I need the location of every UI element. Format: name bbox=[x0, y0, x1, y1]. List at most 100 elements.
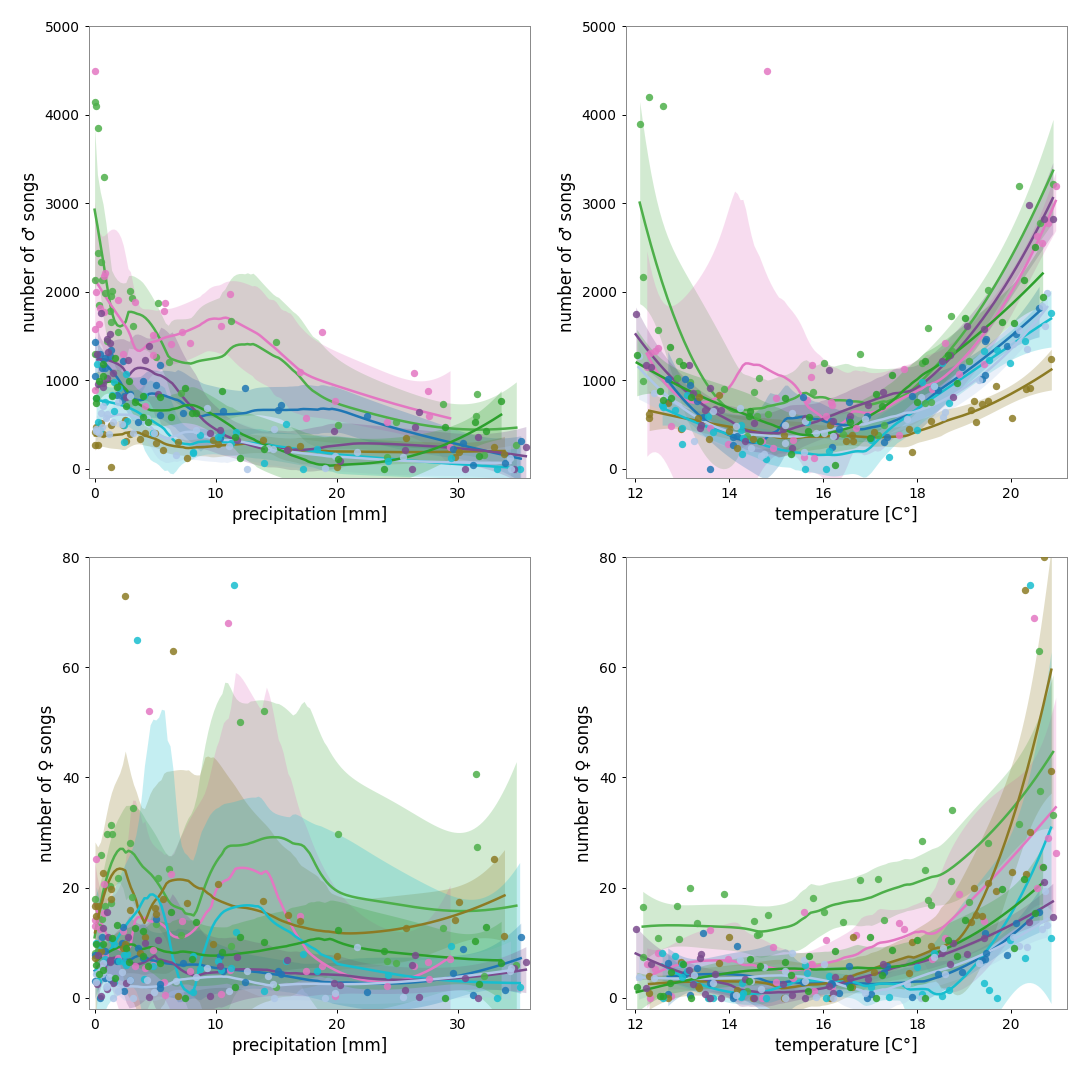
X-axis label: temperature [C°]: temperature [C°] bbox=[775, 1037, 917, 1056]
Point bbox=[86, 949, 103, 966]
Point bbox=[799, 963, 816, 980]
Point bbox=[99, 343, 116, 360]
Point bbox=[670, 931, 688, 948]
Point bbox=[198, 399, 215, 416]
Point bbox=[1028, 228, 1046, 245]
Point bbox=[825, 412, 842, 429]
Point bbox=[876, 416, 893, 434]
Point bbox=[132, 945, 149, 962]
Point bbox=[659, 989, 677, 1006]
Point bbox=[99, 331, 116, 349]
Point bbox=[110, 379, 127, 396]
Point bbox=[998, 337, 1015, 354]
Point bbox=[115, 982, 133, 1000]
Point bbox=[638, 955, 655, 973]
Point bbox=[517, 953, 534, 971]
Point bbox=[630, 968, 647, 986]
Point bbox=[120, 351, 137, 368]
Point bbox=[475, 967, 493, 985]
Point bbox=[843, 978, 861, 995]
Point bbox=[634, 269, 652, 286]
Point bbox=[205, 431, 222, 449]
Point bbox=[256, 703, 273, 720]
Point bbox=[799, 964, 816, 981]
Point bbox=[662, 974, 679, 991]
Point bbox=[689, 960, 706, 977]
Point bbox=[98, 980, 115, 997]
Point bbox=[485, 439, 503, 456]
Point bbox=[1021, 914, 1038, 931]
Point bbox=[862, 429, 879, 447]
Point bbox=[226, 428, 244, 445]
Point bbox=[419, 383, 436, 400]
Point bbox=[140, 337, 158, 354]
Point bbox=[641, 344, 658, 362]
Point bbox=[164, 642, 182, 660]
Point bbox=[86, 424, 103, 441]
Point bbox=[977, 332, 994, 350]
Point bbox=[908, 959, 926, 976]
Point bbox=[1034, 235, 1051, 252]
Point bbox=[922, 937, 939, 954]
Point bbox=[768, 974, 786, 991]
Point bbox=[102, 890, 120, 907]
Point bbox=[916, 395, 934, 412]
Point bbox=[292, 907, 309, 924]
Point bbox=[651, 382, 668, 399]
Point bbox=[1001, 354, 1018, 371]
Point bbox=[784, 969, 802, 987]
Point bbox=[974, 908, 991, 925]
Point bbox=[1011, 178, 1028, 195]
Point bbox=[1042, 762, 1060, 779]
Point bbox=[185, 948, 202, 965]
Point bbox=[264, 975, 282, 992]
Point bbox=[940, 981, 957, 999]
Point bbox=[916, 862, 934, 879]
Point bbox=[201, 424, 219, 441]
Point bbox=[140, 703, 158, 720]
Point bbox=[91, 345, 109, 363]
Point bbox=[682, 989, 700, 1006]
Point bbox=[121, 902, 138, 919]
Point bbox=[149, 295, 166, 312]
Point bbox=[841, 413, 858, 430]
X-axis label: precipitation [mm]: precipitation [mm] bbox=[232, 1037, 387, 1056]
Y-axis label: number of ♂ songs: number of ♂ songs bbox=[21, 172, 39, 332]
Point bbox=[89, 947, 107, 964]
Point bbox=[742, 973, 759, 990]
Point bbox=[139, 958, 157, 975]
Point bbox=[944, 388, 962, 406]
Point bbox=[800, 423, 817, 440]
Point bbox=[118, 975, 135, 992]
Point bbox=[238, 461, 256, 478]
Point bbox=[757, 989, 775, 1006]
Point bbox=[777, 435, 794, 452]
Point bbox=[704, 989, 721, 1006]
Point bbox=[149, 869, 166, 887]
Point bbox=[89, 897, 107, 915]
Point bbox=[209, 876, 226, 893]
Point bbox=[168, 447, 185, 464]
Point bbox=[102, 816, 120, 833]
Point bbox=[295, 461, 312, 478]
Point bbox=[752, 958, 769, 975]
Point bbox=[113, 392, 131, 409]
Point bbox=[226, 978, 244, 995]
Point bbox=[1036, 883, 1053, 901]
Point bbox=[951, 365, 968, 382]
Point bbox=[878, 958, 895, 975]
Point bbox=[232, 929, 249, 946]
Point bbox=[943, 342, 961, 359]
Point bbox=[634, 949, 652, 966]
Point bbox=[97, 943, 114, 960]
Point bbox=[820, 362, 838, 379]
Point bbox=[654, 944, 671, 961]
Point bbox=[784, 431, 802, 449]
Point bbox=[907, 393, 925, 410]
Point bbox=[745, 912, 763, 930]
Point bbox=[1007, 325, 1025, 342]
Point bbox=[379, 966, 396, 983]
Point bbox=[97, 409, 114, 426]
Point bbox=[817, 461, 834, 478]
Point bbox=[95, 961, 112, 978]
